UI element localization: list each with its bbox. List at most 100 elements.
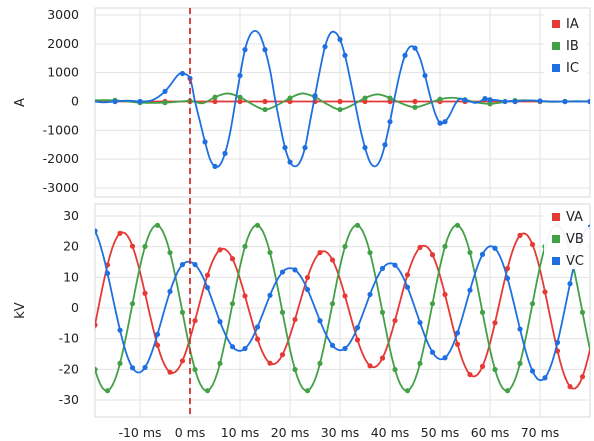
- point-ia: [412, 98, 418, 105]
- point-va: [442, 291, 448, 298]
- grid-layer: [94, 7, 591, 418]
- point-ic: [482, 96, 488, 102]
- point-vc: [554, 339, 561, 346]
- point-vc: [267, 292, 273, 298]
- voltage-ytick-label: 20: [63, 239, 79, 254]
- point-vb: [442, 243, 448, 250]
- point-va: [492, 320, 498, 326]
- point-vc: [95, 228, 98, 234]
- point-vc: [442, 355, 448, 361]
- point-vc: [354, 325, 361, 331]
- point-vb: [154, 222, 161, 228]
- point-vb: [242, 243, 248, 250]
- current-unit-label: A: [13, 98, 28, 107]
- point-ib: [387, 95, 393, 101]
- legend-label-ic[interactable]: IC: [566, 61, 579, 76]
- point-vc: [404, 284, 411, 290]
- point-vc: [242, 345, 248, 352]
- point-ic: [162, 88, 168, 95]
- point-va: [117, 230, 123, 236]
- point-ib: [487, 101, 493, 107]
- point-va: [354, 337, 361, 343]
- point-vb: [454, 222, 461, 228]
- legend-label-ib[interactable]: IB: [566, 39, 579, 54]
- legend-label-vc[interactable]: VC: [566, 254, 584, 269]
- point-vb: [254, 222, 261, 228]
- point-ic: [322, 44, 328, 50]
- legend-label-vb[interactable]: VB: [566, 232, 584, 247]
- point-va: [367, 363, 373, 369]
- point-ic: [442, 119, 448, 125]
- point-ic: [262, 47, 268, 53]
- legend-swatch-ia[interactable]: [552, 20, 560, 28]
- point-vb: [304, 388, 311, 394]
- point-vc: [217, 319, 223, 325]
- point-ic: [512, 98, 518, 105]
- voltage-ytick-label: -20: [59, 361, 79, 376]
- voltage-plot-area: [94, 203, 591, 418]
- point-va: [329, 257, 336, 263]
- point-vb: [117, 360, 123, 367]
- point-vc: [292, 267, 298, 273]
- point-va: [517, 232, 523, 239]
- point-va: [292, 316, 298, 323]
- point-ic: [412, 45, 418, 51]
- point-vb: [317, 360, 323, 367]
- point-vb: [167, 249, 173, 256]
- legend-swatch-ib[interactable]: [552, 42, 560, 50]
- point-ib: [237, 94, 243, 100]
- point-vb: [404, 388, 411, 394]
- point-va: [254, 336, 261, 342]
- point-vb: [504, 388, 511, 394]
- point-va: [454, 341, 461, 347]
- point-va: [192, 318, 198, 324]
- point-va: [342, 293, 348, 299]
- point-vc: [504, 275, 511, 281]
- point-ib: [87, 98, 92, 103]
- point-ia: [337, 98, 343, 105]
- point-va: [404, 272, 411, 278]
- legend-swatch-ic[interactable]: [552, 64, 560, 72]
- point-va: [479, 363, 486, 369]
- point-ia: [262, 98, 268, 105]
- point-vc: [192, 261, 198, 268]
- point-ic: [537, 98, 543, 104]
- point-vb: [467, 249, 473, 256]
- point-vc: [142, 364, 148, 371]
- point-va: [242, 293, 248, 299]
- point-va: [129, 243, 136, 249]
- point-va: [204, 272, 211, 278]
- point-ib: [337, 106, 343, 113]
- legend-swatch-vb[interactable]: [552, 235, 560, 243]
- legend-swatch-va[interactable]: [552, 213, 560, 221]
- point-vc: [154, 331, 161, 337]
- point-vc: [567, 281, 573, 287]
- legend-label-va[interactable]: VA: [566, 210, 583, 225]
- legend-layer: IA IB IC VA VB VC: [544, 12, 588, 269]
- voltage-ytick-label: 30: [63, 208, 79, 223]
- voltage-legend-box: [544, 205, 588, 269]
- current-ytick-label: -1000: [43, 122, 79, 137]
- point-vb: [129, 301, 136, 307]
- point-vc: [492, 245, 498, 251]
- point-vc: [117, 327, 123, 333]
- legend-label-ia[interactable]: IA: [566, 17, 579, 32]
- point-vc: [467, 287, 473, 293]
- legend-swatch-vc[interactable]: [552, 257, 560, 265]
- point-va: [417, 244, 423, 251]
- point-ic: [87, 98, 92, 103]
- point-vc: [479, 251, 486, 257]
- point-ic: [422, 72, 428, 79]
- point-vc: [342, 345, 348, 352]
- point-ib: [287, 95, 293, 101]
- point-ic: [112, 98, 118, 105]
- point-vb: [179, 309, 186, 315]
- point-vc: [304, 286, 311, 293]
- point-va: [542, 289, 548, 295]
- current-ytick-label: -3000: [43, 180, 79, 195]
- point-va: [317, 249, 323, 256]
- voltage-ytick-label: -30: [59, 392, 79, 407]
- point-vb: [267, 249, 273, 256]
- point-ic: [487, 97, 493, 103]
